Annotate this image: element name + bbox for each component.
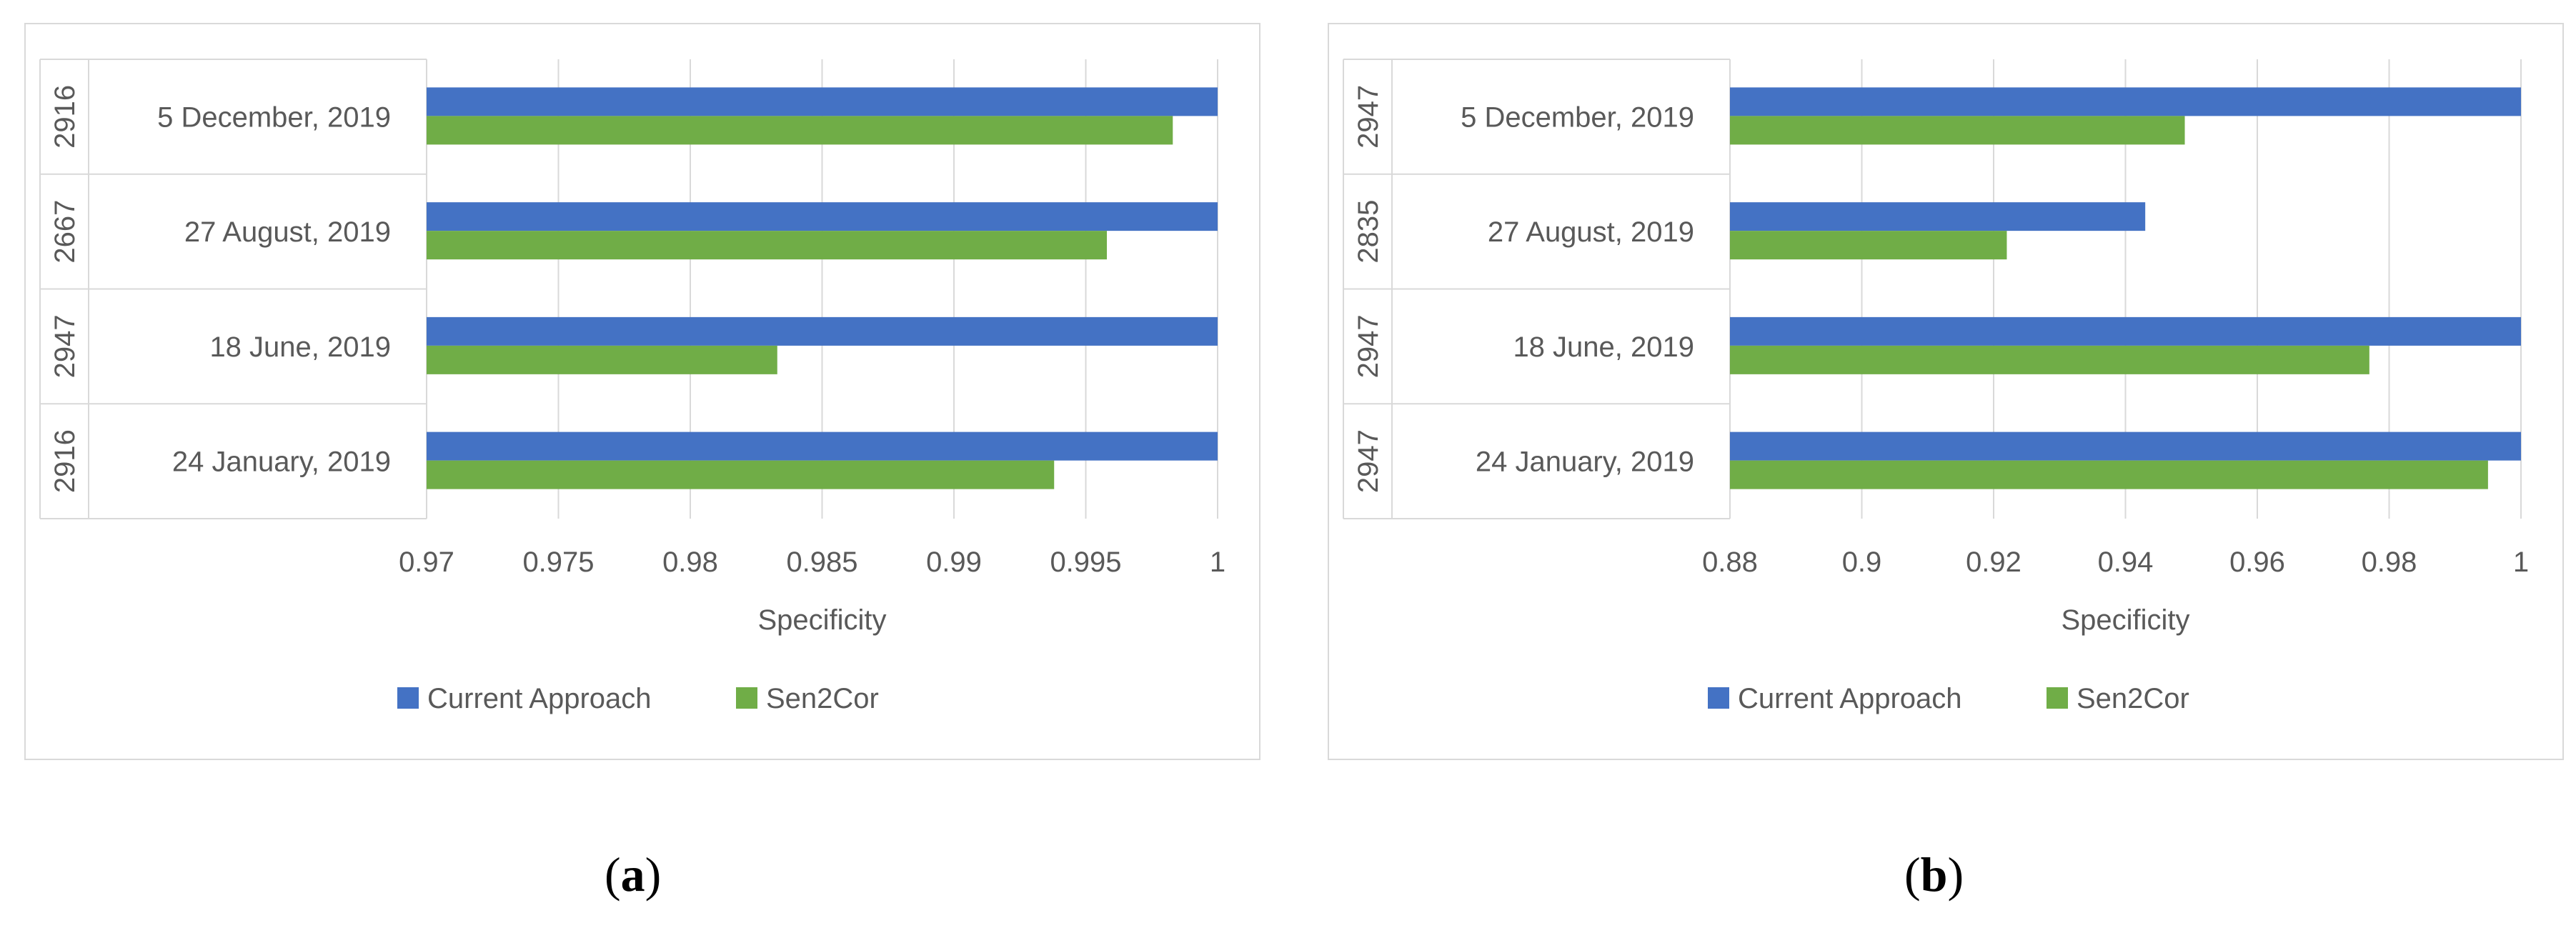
bar-sen2cor	[1730, 231, 2007, 260]
bar-sen2cor	[1730, 460, 2488, 489]
category-label: 5 December, 2019	[157, 101, 391, 133]
x-tick-label: 1	[1210, 547, 1225, 578]
legend-label: Sen2Cor	[766, 683, 879, 714]
x-tick-label: 1	[2513, 547, 2529, 578]
chart-panel-b: 5 December, 2019 2947 27 August, 2019 2835 1…	[1328, 23, 2564, 760]
bar-sen2cor	[427, 116, 1173, 145]
chart-panel-a: 5 December, 2019 2916 27 August, 2019 2667 1…	[24, 23, 1260, 760]
category-label: 18 June, 2019	[1513, 331, 1694, 363]
x-tick-label: 0.97	[399, 547, 454, 578]
x-axis-title: Specificity	[757, 604, 886, 636]
x-tick-label: 0.975	[522, 547, 594, 578]
bar-sen2cor	[427, 460, 1055, 489]
legend-swatch-current-approach	[397, 687, 419, 709]
bar-current-approach	[427, 202, 1218, 231]
group-label: 2835	[1353, 200, 1384, 264]
legend-swatch-sen2cor	[736, 687, 757, 709]
bar-current-approach	[1730, 431, 2521, 461]
x-tick-label: 0.9	[1842, 547, 1882, 578]
category-label: 27 August, 2019	[184, 216, 391, 248]
category-label: 24 January, 2019	[1476, 446, 1694, 478]
legend-swatch-current-approach	[1708, 687, 1729, 709]
group-label: 2916	[49, 85, 81, 149]
group-label: 2916	[49, 429, 81, 493]
group-label: 2947	[1353, 429, 1384, 493]
bar-sen2cor	[427, 231, 1108, 260]
bar-chart-a: 5 December, 2019 2916 27 August, 2019 2667 1…	[39, 59, 1225, 714]
category-label: 24 January, 2019	[172, 446, 391, 478]
bar-chart-b: 5 December, 2019 2947 27 August, 2019 2835 1…	[1343, 59, 2529, 714]
legend-label: Sen2Cor	[2077, 683, 2189, 714]
legend-swatch-sen2cor	[2047, 687, 2068, 709]
x-tick-label: 0.995	[1050, 547, 1121, 578]
bar-current-approach	[1730, 316, 2521, 346]
caption-a: (a)	[605, 847, 662, 902]
group-label: 2947	[49, 314, 81, 378]
category-label: 27 August, 2019	[1488, 216, 1694, 248]
x-tick-label: 0.98	[662, 547, 718, 578]
bar-sen2cor	[427, 345, 777, 374]
caption-b: (b)	[1904, 847, 1964, 902]
x-tick-label: 0.99	[926, 547, 982, 578]
group-label: 2947	[1353, 314, 1384, 378]
bar-current-approach	[427, 431, 1218, 461]
x-tick-label: 0.92	[1966, 547, 2021, 578]
category-label: 18 June, 2019	[209, 331, 391, 363]
bar-sen2cor	[1730, 345, 2369, 374]
x-tick-label: 0.98	[2362, 547, 2417, 578]
bar-current-approach	[1730, 87, 2521, 116]
group-label: 2947	[1353, 85, 1384, 149]
bar-current-approach	[427, 87, 1218, 116]
legend-label: Current Approach	[427, 683, 652, 714]
x-tick-label: 0.96	[2229, 547, 2285, 578]
bar-sen2cor	[1730, 116, 2185, 145]
x-tick-label: 0.94	[2098, 547, 2154, 578]
group-label: 2667	[49, 200, 81, 264]
x-tick-label: 0.985	[786, 547, 857, 578]
legend-label: Current Approach	[1738, 683, 1962, 714]
bar-current-approach	[427, 316, 1218, 346]
x-axis-title: Specificity	[2061, 604, 2189, 636]
category-label: 5 December, 2019	[1461, 101, 1694, 133]
bar-current-approach	[1730, 202, 2146, 231]
x-tick-label: 0.88	[1702, 547, 1758, 578]
